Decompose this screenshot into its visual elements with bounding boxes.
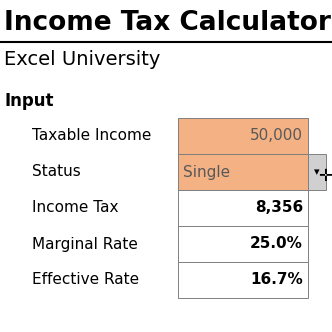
- Bar: [178, 118, 308, 154]
- Text: Income Tax: Income Tax: [32, 201, 119, 215]
- Text: Income Tax Calculator: Income Tax Calculator: [4, 10, 331, 36]
- Text: Effective Rate: Effective Rate: [32, 273, 139, 288]
- Text: ✛: ✛: [318, 167, 332, 185]
- Text: 8,356: 8,356: [255, 201, 303, 215]
- Text: ▾: ▾: [314, 167, 320, 177]
- Text: Single: Single: [183, 164, 230, 180]
- Text: Excel University: Excel University: [4, 50, 160, 69]
- Text: 16.7%: 16.7%: [250, 273, 303, 288]
- Bar: [178, 226, 308, 262]
- Bar: [308, 154, 326, 190]
- Text: Taxable Income: Taxable Income: [32, 128, 151, 143]
- Bar: [178, 262, 308, 298]
- Bar: [178, 154, 308, 190]
- Text: 25.0%: 25.0%: [250, 236, 303, 252]
- Text: 50,000: 50,000: [250, 128, 303, 143]
- Bar: [178, 190, 308, 226]
- Text: Input: Input: [4, 92, 53, 110]
- Text: Marginal Rate: Marginal Rate: [32, 236, 138, 252]
- Text: Status: Status: [32, 164, 81, 180]
